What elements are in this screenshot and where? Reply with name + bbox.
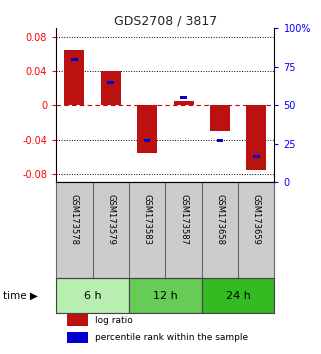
Bar xyxy=(67,314,89,326)
Text: 24 h: 24 h xyxy=(226,291,250,301)
Bar xyxy=(217,139,223,142)
Title: GDS2708 / 3817: GDS2708 / 3817 xyxy=(114,14,217,27)
Text: GSM173578: GSM173578 xyxy=(70,194,79,245)
Bar xyxy=(144,139,151,142)
Text: percentile rank within the sample: percentile rank within the sample xyxy=(95,333,248,342)
Text: GSM173659: GSM173659 xyxy=(252,194,261,245)
Bar xyxy=(210,105,230,131)
Text: GSM173587: GSM173587 xyxy=(179,194,188,245)
Bar xyxy=(71,58,78,61)
Bar xyxy=(64,50,84,105)
Bar xyxy=(56,278,129,313)
Bar xyxy=(101,71,121,105)
Bar xyxy=(173,101,194,105)
Text: time ▶: time ▶ xyxy=(3,291,38,301)
Text: 12 h: 12 h xyxy=(153,291,178,301)
Bar xyxy=(67,331,89,343)
Text: GSM173658: GSM173658 xyxy=(215,194,224,245)
Bar xyxy=(108,81,114,84)
Bar xyxy=(246,105,266,170)
Bar xyxy=(253,155,260,158)
Bar xyxy=(202,278,274,313)
Text: GSM173579: GSM173579 xyxy=(106,194,115,245)
Text: GSM173583: GSM173583 xyxy=(143,194,152,245)
Bar xyxy=(129,278,202,313)
Text: 6 h: 6 h xyxy=(84,291,101,301)
Bar xyxy=(137,105,157,153)
Text: log ratio: log ratio xyxy=(95,316,132,325)
Bar xyxy=(180,96,187,99)
